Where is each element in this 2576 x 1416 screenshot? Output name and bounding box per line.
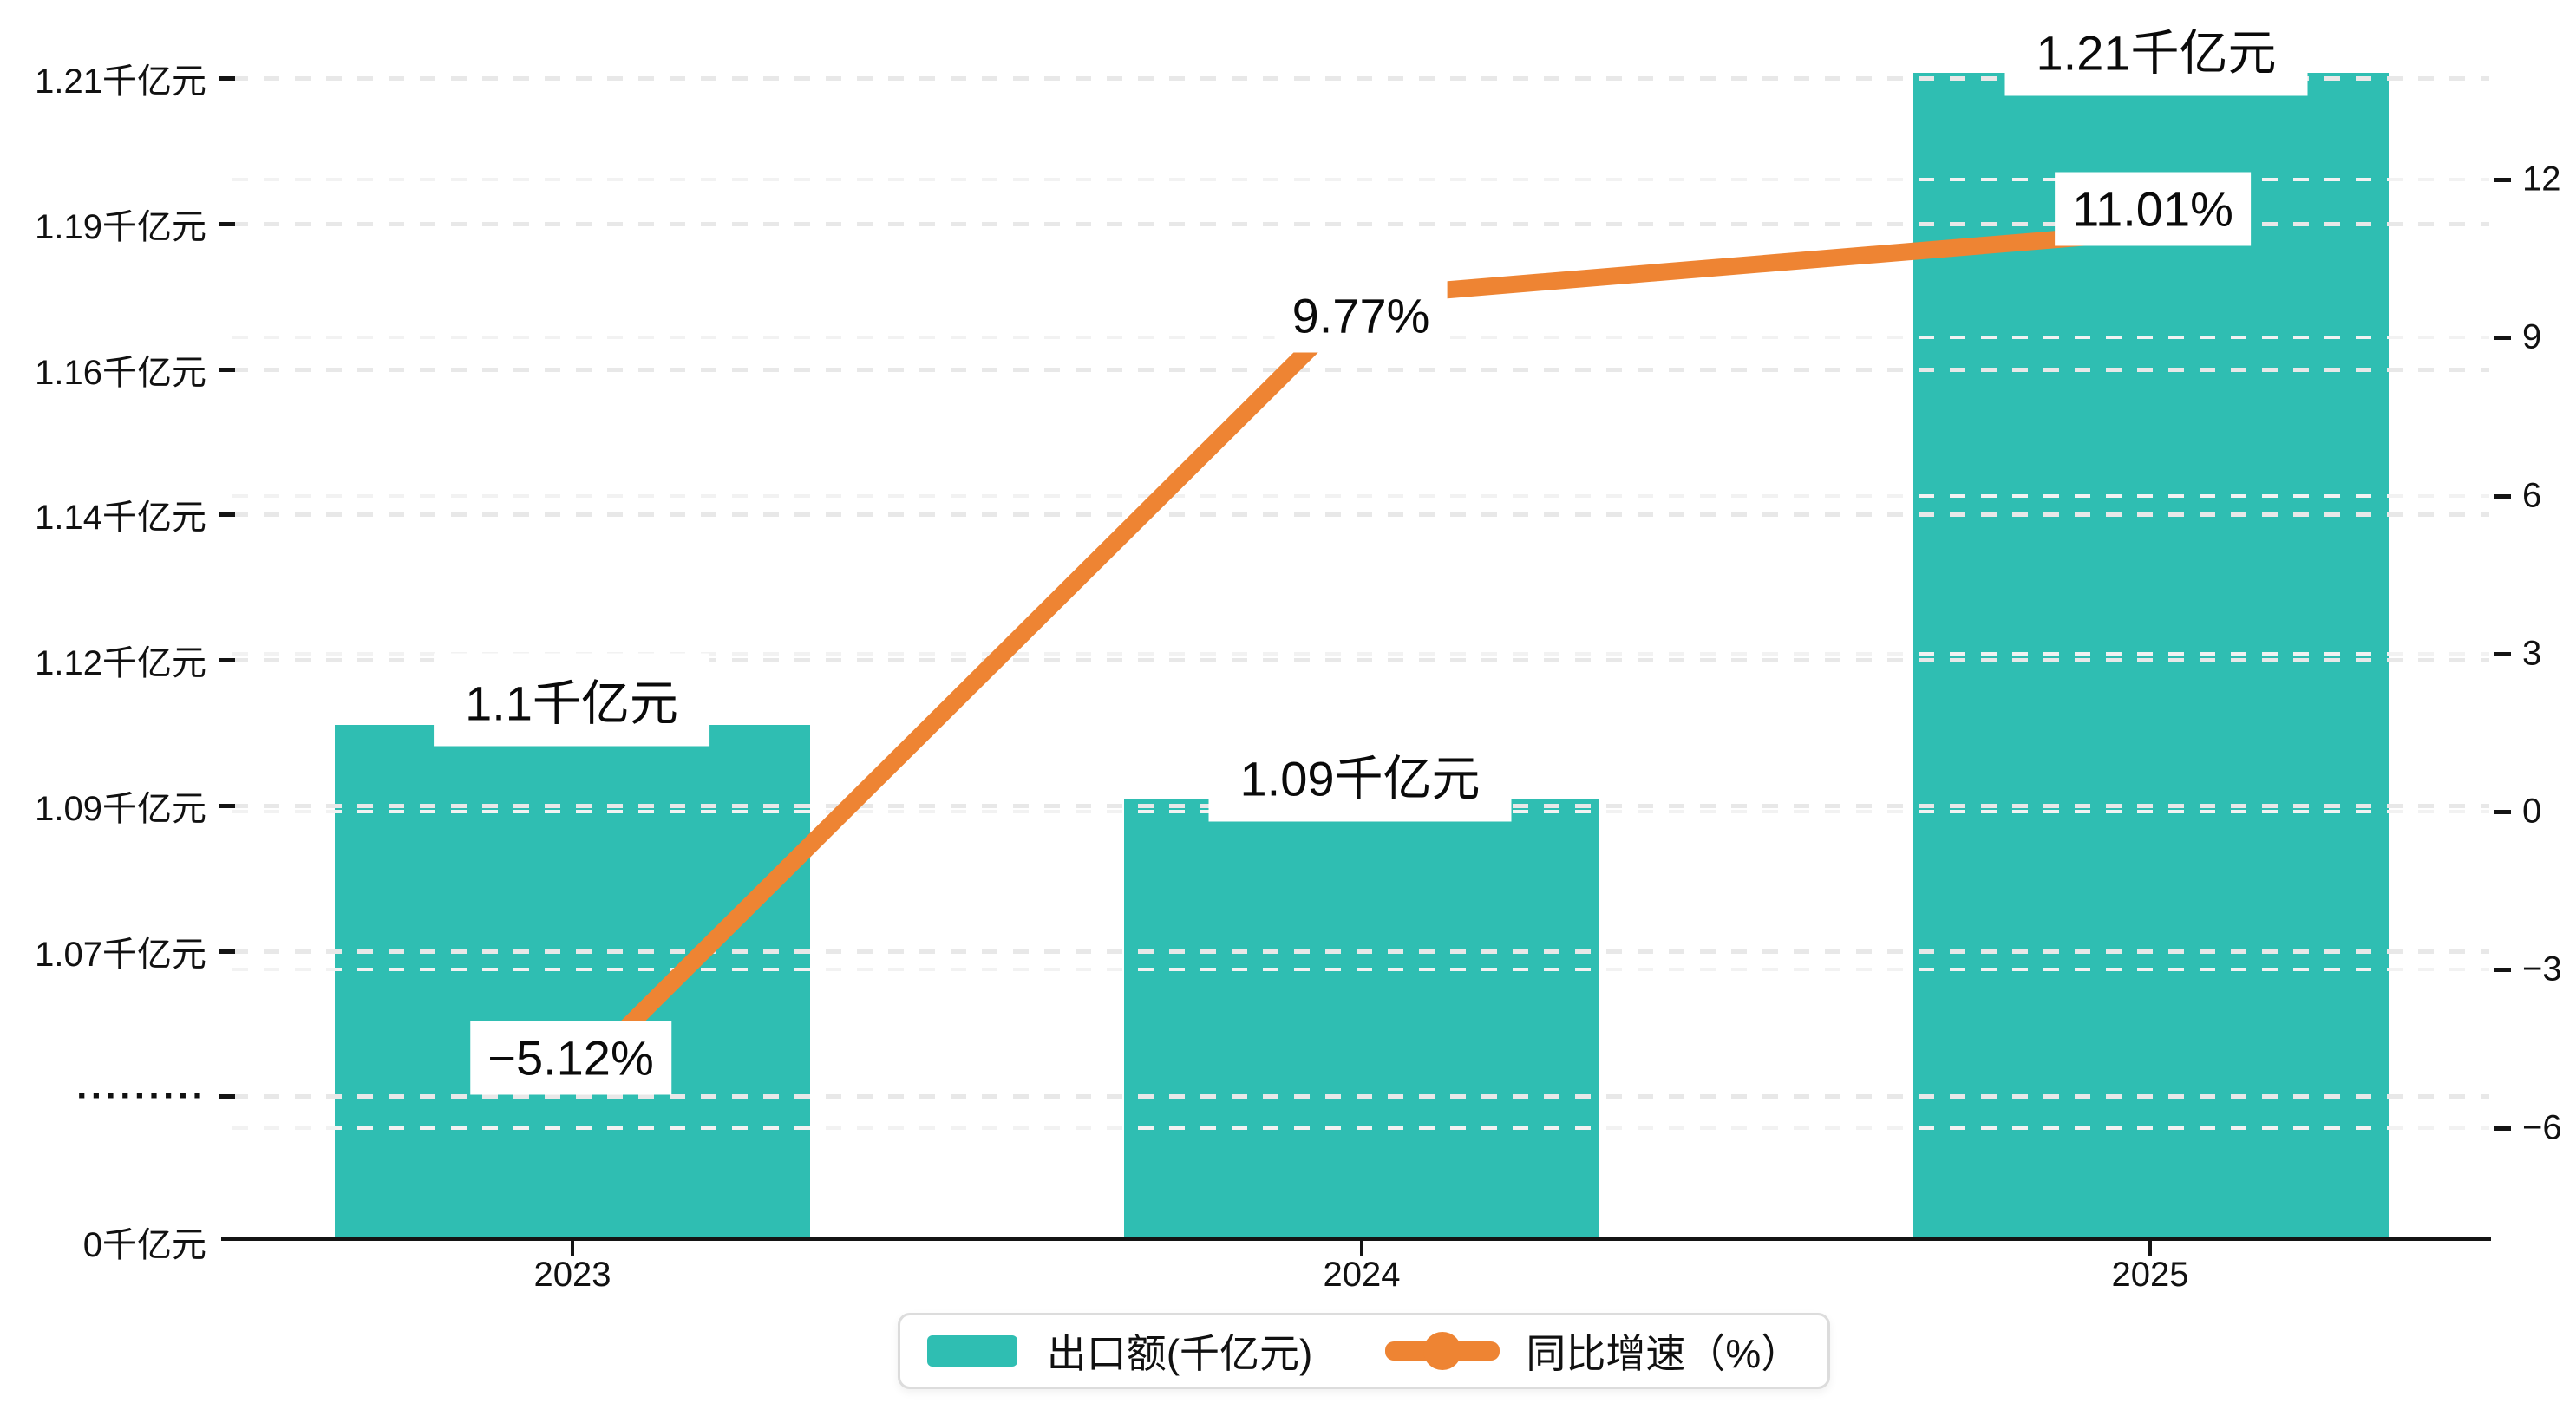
- legend-label-growth: 同比增速（%）: [1526, 1331, 1801, 1376]
- left-axis-tick-1: [219, 222, 235, 226]
- right-axis-tick-6: [2494, 1126, 2511, 1131]
- right-axis-label-1: 9: [2522, 317, 2542, 356]
- gridline-right-0: [232, 178, 2489, 181]
- right-axis-tick-1: [2494, 336, 2511, 340]
- right-axis-tick-0: [2494, 178, 2511, 182]
- right-axis-label-5: −3: [2522, 949, 2562, 989]
- gridline-left-0: [232, 76, 2489, 81]
- left-axis-label-2: 1.16千亿元: [35, 354, 206, 392]
- x-axis-line: [221, 1237, 2491, 1241]
- right-axis-tick-3: [2494, 652, 2511, 656]
- right-axis-label-6: −6: [2522, 1108, 2562, 1147]
- left-axis-label-0: 1.21千亿元: [35, 62, 206, 101]
- left-axis-tick-4: [219, 658, 235, 662]
- left-axis-tick-3: [219, 512, 235, 517]
- gridline-right-6: [232, 1126, 2489, 1130]
- right-axis-label-3: 3: [2522, 634, 2542, 673]
- left-axis-label-7: ·········: [76, 1074, 206, 1117]
- gridline-left-7: [232, 1094, 2489, 1099]
- bar-value-label-2023: 1.1千亿元: [434, 653, 709, 747]
- legend-item-growth[interactable]: 同比增速（%）: [1312, 1322, 1801, 1380]
- right-axis-label-0: 12: [2522, 160, 2561, 199]
- x-axis-label-2023: 2023: [533, 1256, 611, 1294]
- left-axis-tick-0: [219, 76, 235, 81]
- growth-value-label-2025: 11.01%: [2055, 172, 2251, 246]
- left-axis-label-3: 1.14千亿元: [35, 499, 206, 537]
- right-axis-label-4: 0: [2522, 792, 2542, 831]
- left-axis-label-5: 1.09千亿元: [35, 790, 206, 828]
- legend: 出口额(千亿元) 同比增速（%）: [898, 1313, 1830, 1389]
- left-axis-label-4: 1.12千亿元: [35, 644, 206, 682]
- right-axis-tick-4: [2494, 810, 2511, 814]
- right-axis-tick-2: [2494, 494, 2511, 499]
- x-axis-label-2025: 2025: [2111, 1256, 2189, 1294]
- right-axis-tick-5: [2494, 968, 2511, 972]
- left-axis-label-6: 1.07千亿元: [35, 936, 206, 974]
- x-axis-tick-2023: [571, 1240, 574, 1256]
- x-axis-tick-2024: [1360, 1240, 1363, 1256]
- bar-series-swatch-icon: [926, 1335, 1017, 1367]
- growth-value-label-2023: −5.12%: [470, 1021, 671, 1095]
- legend-label-export: 出口额(千亿元): [1046, 1331, 1313, 1376]
- left-axis-tick-6: [219, 949, 235, 954]
- x-axis-tick-2025: [2148, 1240, 2152, 1256]
- x-axis-label-2024: 2024: [1323, 1256, 1401, 1294]
- legend-item-export[interactable]: 出口额(千亿元): [926, 1322, 1313, 1380]
- left-axis-tick-7: [219, 1094, 235, 1099]
- right-axis-label-2: 6: [2522, 476, 2542, 515]
- left-axis-tick-2: [219, 368, 235, 372]
- bar-value-label-2025: 1.21千亿元: [2004, 3, 2308, 96]
- bar-value-label-2024: 1.09千亿元: [1208, 728, 1512, 822]
- line-series-marker-icon: [1385, 1332, 1500, 1370]
- left-axis-label-8: 0千亿元: [82, 1226, 206, 1264]
- left-axis-tick-5: [219, 804, 235, 808]
- growth-value-label-2024: 9.77%: [1274, 278, 1448, 353]
- left-axis-label-1: 1.19千亿元: [35, 208, 206, 246]
